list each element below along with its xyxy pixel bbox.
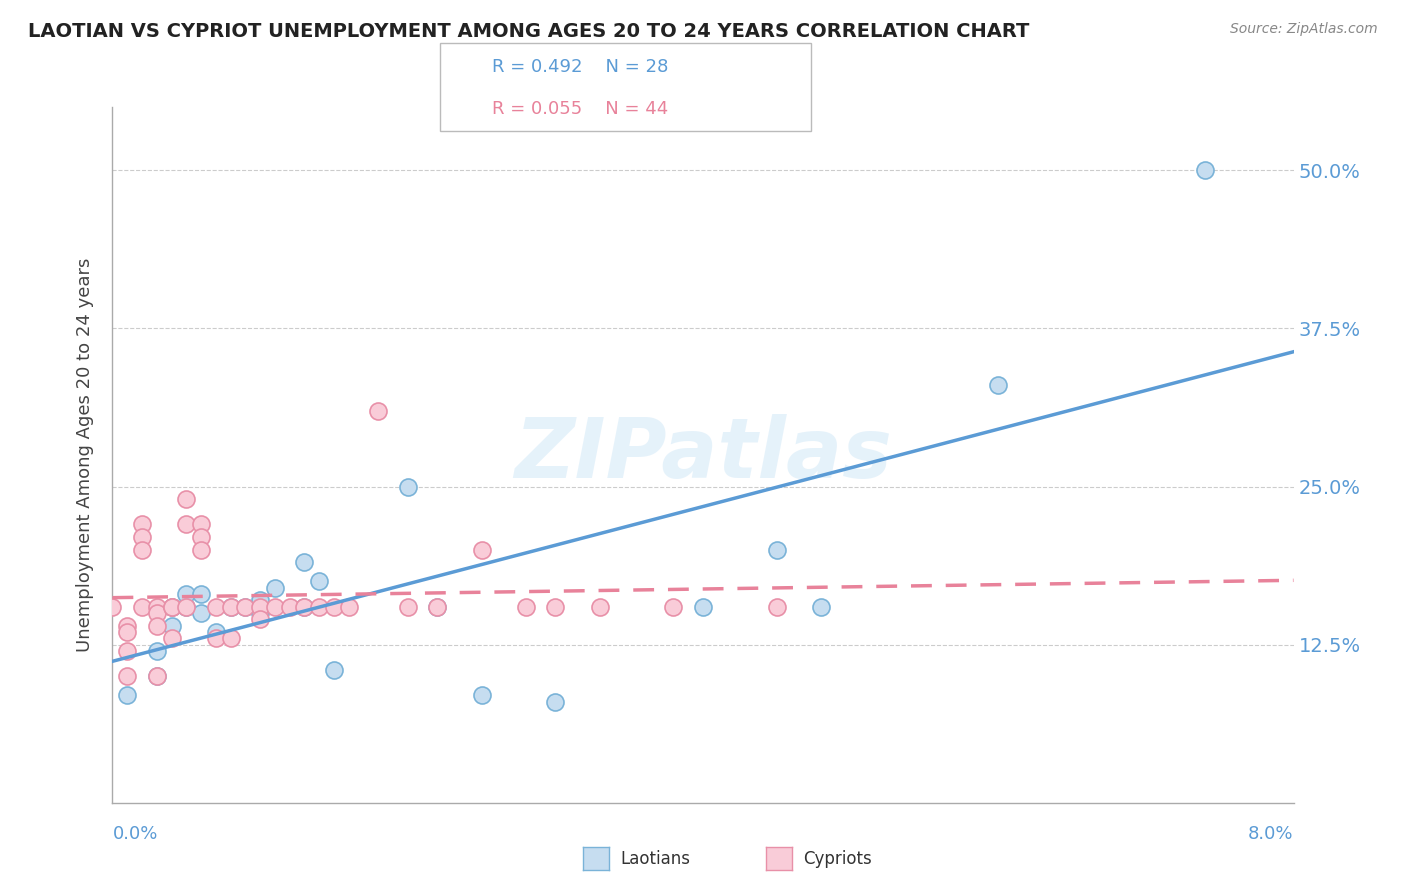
Point	[131, 517, 153, 532]
Text: ZIPatlas: ZIPatlas	[515, 415, 891, 495]
Point	[117, 669, 138, 683]
Point	[190, 542, 212, 557]
Point	[190, 587, 212, 601]
Point	[160, 599, 183, 614]
Point	[131, 530, 153, 544]
Point	[190, 517, 212, 532]
Point	[308, 599, 330, 614]
Point	[174, 492, 197, 507]
Point	[249, 612, 271, 626]
Point	[396, 599, 419, 614]
Point	[131, 599, 153, 614]
Point	[471, 688, 494, 702]
Point	[146, 669, 169, 683]
Point	[308, 574, 330, 589]
Point	[101, 599, 124, 614]
Point	[810, 599, 832, 614]
Point	[117, 618, 138, 632]
Point	[219, 632, 242, 646]
Point	[662, 599, 685, 614]
Point	[367, 403, 389, 417]
Point	[146, 606, 169, 620]
Point	[544, 695, 567, 709]
Point	[426, 599, 449, 614]
Point	[1194, 163, 1216, 178]
Point	[174, 599, 197, 614]
Point	[292, 599, 315, 614]
Point	[219, 599, 242, 614]
Point	[160, 599, 183, 614]
Point	[249, 593, 271, 607]
Text: R = 0.055    N = 44: R = 0.055 N = 44	[492, 100, 668, 118]
Point	[205, 599, 228, 614]
Point	[337, 599, 360, 614]
Point	[292, 556, 315, 570]
Point	[471, 542, 494, 557]
Text: Source: ZipAtlas.com: Source: ZipAtlas.com	[1230, 22, 1378, 37]
Text: 0.0%: 0.0%	[112, 825, 157, 843]
Point	[117, 644, 138, 658]
Point	[323, 599, 346, 614]
Point	[515, 599, 537, 614]
Point	[174, 587, 197, 601]
Point	[292, 599, 315, 614]
Point	[174, 599, 197, 614]
Point	[117, 625, 138, 640]
Point	[249, 599, 271, 614]
Point	[264, 599, 287, 614]
Point	[205, 625, 228, 640]
Point	[765, 599, 787, 614]
Point	[160, 599, 183, 614]
Text: R = 0.492    N = 28: R = 0.492 N = 28	[492, 58, 668, 76]
Point	[544, 599, 567, 614]
Point	[205, 632, 228, 646]
Point	[146, 599, 169, 614]
Point	[396, 479, 419, 493]
Point	[174, 517, 197, 532]
Point	[219, 599, 242, 614]
Point	[426, 599, 449, 614]
Point	[264, 581, 287, 595]
Point	[146, 618, 169, 632]
Text: Laotians: Laotians	[620, 849, 690, 868]
Point	[249, 606, 271, 620]
Point	[588, 599, 610, 614]
Point	[987, 378, 1010, 392]
Point	[692, 599, 714, 614]
Point	[146, 644, 169, 658]
Point	[233, 599, 256, 614]
Point	[190, 606, 212, 620]
Point	[131, 542, 153, 557]
Point	[146, 669, 169, 683]
Point	[160, 618, 183, 632]
Point	[117, 688, 138, 702]
Point	[278, 599, 301, 614]
Point	[160, 632, 183, 646]
Point	[765, 542, 787, 557]
Point	[190, 530, 212, 544]
Text: LAOTIAN VS CYPRIOT UNEMPLOYMENT AMONG AGES 20 TO 24 YEARS CORRELATION CHART: LAOTIAN VS CYPRIOT UNEMPLOYMENT AMONG AG…	[28, 22, 1029, 41]
Point	[233, 599, 256, 614]
Text: Cypriots: Cypriots	[803, 849, 872, 868]
Text: 8.0%: 8.0%	[1249, 825, 1294, 843]
Y-axis label: Unemployment Among Ages 20 to 24 years: Unemployment Among Ages 20 to 24 years	[76, 258, 94, 652]
Point	[323, 663, 346, 677]
